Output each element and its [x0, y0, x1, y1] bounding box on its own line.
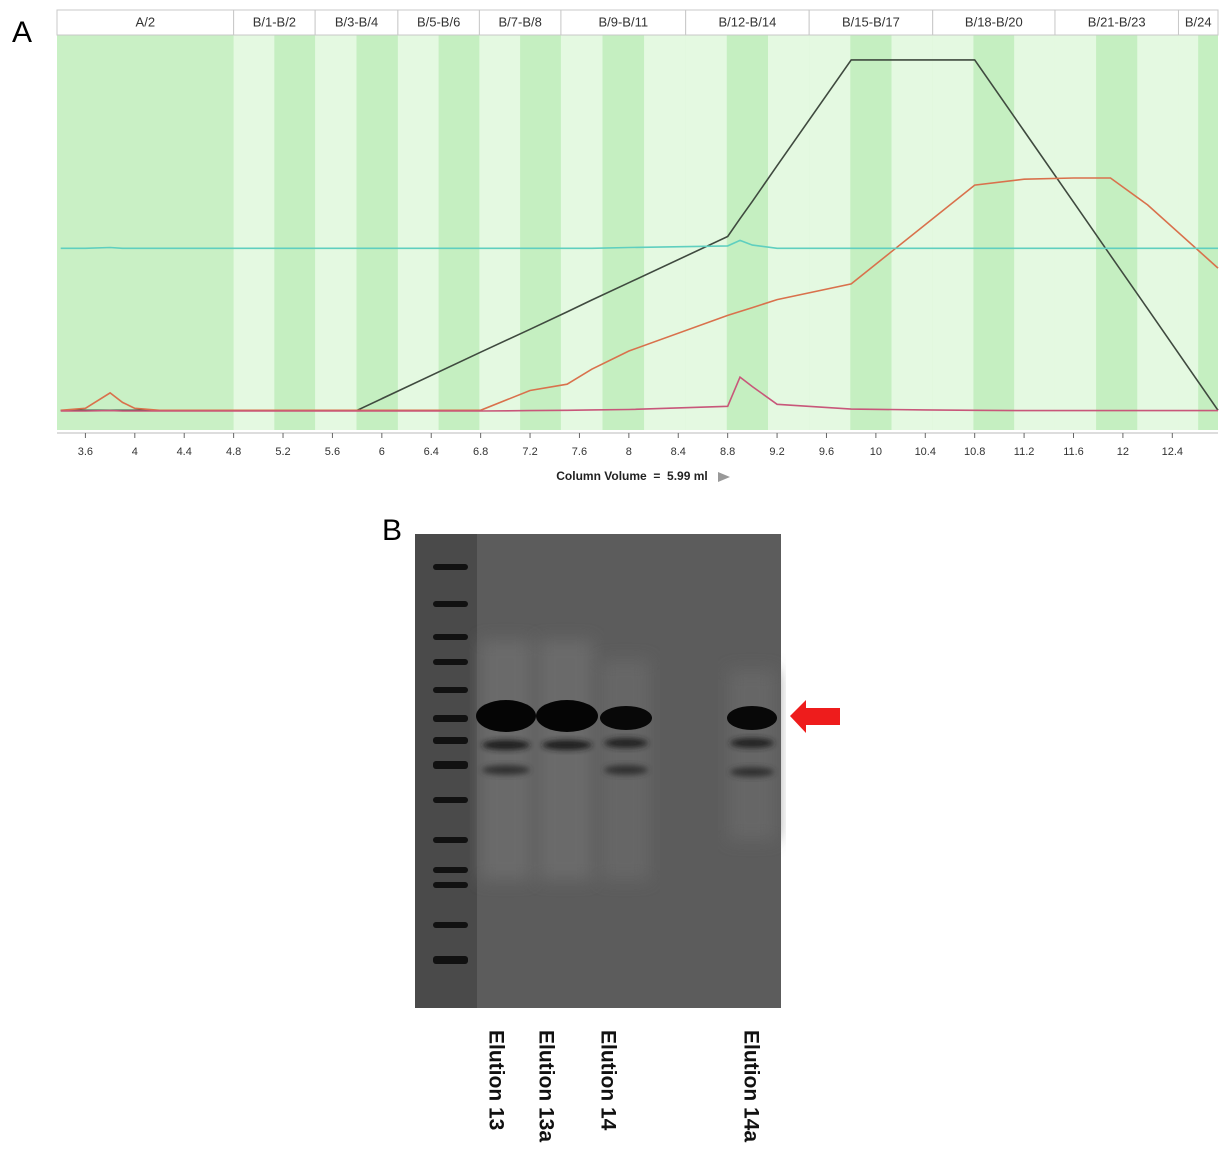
x-tick-label: 6 — [379, 446, 385, 458]
fraction-label: B/15-B/17 — [842, 14, 900, 29]
fraction-band — [933, 35, 974, 430]
fraction-band — [809, 35, 850, 430]
fraction-stripe — [892, 35, 933, 430]
fraction-label: B/24 — [1185, 14, 1212, 29]
fraction-stripe — [644, 35, 686, 430]
fraction-stripe — [727, 35, 768, 430]
fraction-label: B/1-B/2 — [253, 14, 296, 29]
fraction-label: B/18-B/20 — [965, 14, 1023, 29]
x-tick-label: 9.6 — [819, 446, 834, 458]
chromatogram: A A/2 B/1-B/2 B/3-B/4 B/5-B/6 B/7-B/8 B/9-B/1… — [12, 10, 1218, 483]
fraction-label: B/9-B/11 — [598, 14, 648, 29]
fraction-label: B/3-B/4 — [335, 14, 378, 29]
fraction-stripe — [603, 35, 645, 430]
annotation-arrow — [718, 472, 730, 482]
x-tick-label: 4 — [132, 446, 138, 458]
fraction-band — [398, 35, 439, 430]
fraction-stripe — [1198, 35, 1218, 430]
x-tick-label: 5.2 — [275, 446, 290, 458]
fraction-band — [315, 35, 356, 430]
x-tick-label: 8 — [626, 446, 632, 458]
fraction-stripe — [1096, 35, 1137, 430]
x-tick-label: 8.4 — [671, 446, 686, 458]
fraction-band — [234, 35, 275, 430]
x-tick-label: 11.6 — [1063, 446, 1084, 458]
fraction-band — [561, 35, 603, 430]
x-tick-label: 12.4 — [1162, 446, 1183, 458]
fraction-band — [57, 35, 234, 430]
gel-panel: B Elution — [382, 514, 840, 1142]
page: A A/2 B/1-B/2 B/3-B/4 B/5-B/6 B/7-B/8 B/9-B/1… — [0, 0, 1224, 1152]
x-tick-label: 5.6 — [325, 446, 340, 458]
panel-label: A — [12, 16, 32, 49]
x-tick-label: 7.2 — [522, 446, 537, 458]
fraction-stripe — [357, 35, 398, 430]
x-tick-label: 12 — [1117, 446, 1129, 458]
fraction-label: A/2 — [136, 14, 156, 29]
fraction-band — [1055, 35, 1096, 430]
lane-label: Elution 13a — [534, 1030, 557, 1142]
x-tick-label: 4.4 — [177, 446, 192, 458]
annotation: Column Volume = 5.99 ml — [556, 469, 707, 483]
fraction-stripe — [520, 35, 561, 430]
fraction-band — [1178, 35, 1198, 430]
x-tick-label: 4.8 — [226, 446, 241, 458]
fraction-stripe — [973, 35, 1014, 430]
x-tick-label: 11.2 — [1014, 446, 1035, 458]
x-tick-label: 7.6 — [572, 446, 587, 458]
panel-label: B — [382, 514, 402, 547]
fraction-stripe — [1014, 35, 1055, 430]
fraction-band — [479, 35, 520, 430]
lane-label: Elution 14 — [596, 1030, 619, 1131]
figure: A A/2 B/1-B/2 B/3-B/4 B/5-B/6 B/7-B/8 B/9-B/1… — [0, 0, 1224, 1152]
x-tick-label: 3.6 — [78, 446, 93, 458]
fraction-stripe — [768, 35, 809, 430]
fraction-label: B/5-B/6 — [417, 14, 460, 29]
x-tick-label: 6.4 — [424, 446, 439, 458]
fraction-label: B/7-B/8 — [498, 14, 541, 29]
x-tick-label: 6.8 — [473, 446, 488, 458]
fraction-label: B/21-B/23 — [1088, 14, 1146, 29]
x-tick-label: 10.8 — [964, 446, 985, 458]
fraction-stripe — [1137, 35, 1178, 430]
arrow — [790, 700, 840, 733]
fraction-label: B/12-B/14 — [719, 14, 777, 29]
x-tick-label: 10.4 — [915, 446, 936, 458]
lane-label: Elution 14a — [739, 1030, 762, 1142]
fraction-stripe — [439, 35, 480, 430]
fraction-stripe — [274, 35, 315, 430]
fraction-stripe — [850, 35, 891, 430]
fraction-band — [686, 35, 727, 430]
x-tick-label: 9.2 — [769, 446, 784, 458]
lane-label: Elution 13 — [484, 1030, 507, 1130]
x-tick-label: 10 — [870, 446, 882, 458]
x-tick-label: 8.8 — [720, 446, 735, 458]
